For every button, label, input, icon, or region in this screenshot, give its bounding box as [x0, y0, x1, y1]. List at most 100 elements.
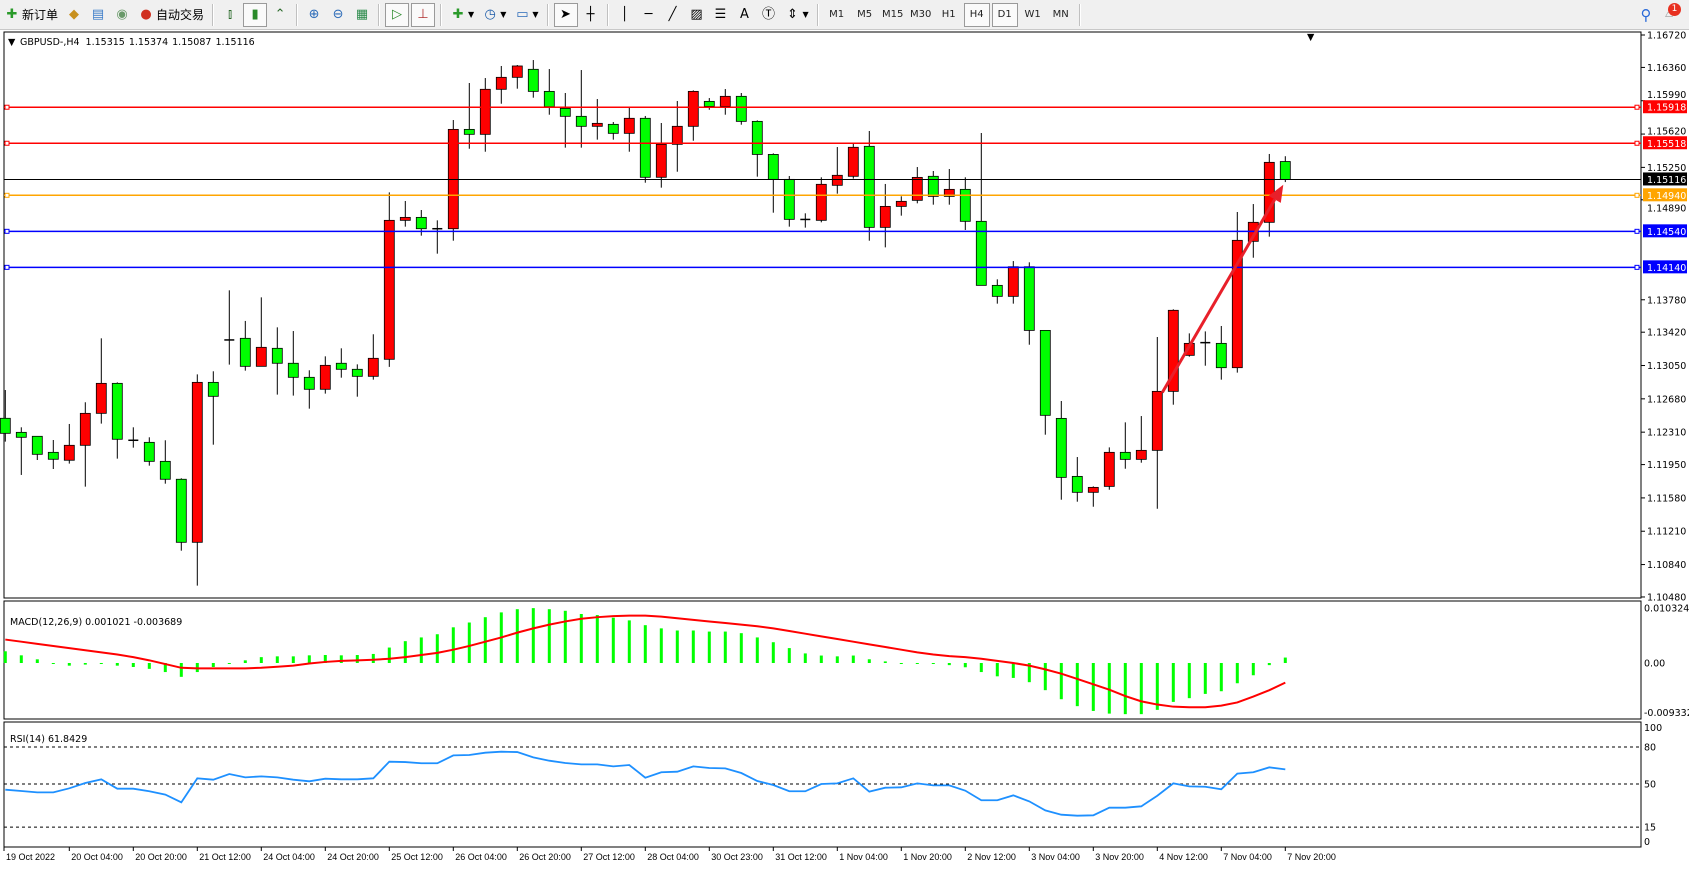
candle[interactable]: [1215, 325, 1227, 380]
new-order-button[interactable]: ✚ 新订单: [1, 3, 61, 27]
candle[interactable]: [1167, 309, 1179, 405]
candle[interactable]: [207, 371, 219, 445]
candle[interactable]: [655, 122, 667, 188]
period-w1-button[interactable]: W1: [1024, 9, 1041, 20]
candle[interactable]: [927, 170, 939, 205]
text-button[interactable]: A: [734, 3, 756, 27]
candle[interactable]: [191, 374, 203, 586]
candle[interactable]: [399, 200, 411, 227]
horizontal-line-button[interactable]: ─: [638, 3, 660, 27]
zoom-in-button[interactable]: ⊕: [303, 3, 325, 27]
candle[interactable]: [575, 70, 587, 148]
candle[interactable]: [800, 213, 811, 228]
candle[interactable]: [95, 338, 107, 424]
level-anchor-right[interactable]: [1634, 104, 1640, 110]
candle[interactable]: [239, 320, 251, 371]
candle[interactable]: [175, 478, 187, 551]
period-m15-button[interactable]: M15: [881, 9, 904, 20]
collapse-triangle-icon[interactable]: ▼: [8, 37, 16, 48]
indicators-button[interactable]: ✚ ▼: [447, 3, 477, 27]
candle[interactable]: [1071, 457, 1083, 502]
candle[interactable]: [47, 439, 59, 469]
candle[interactable]: [991, 279, 1003, 304]
fibonacci-button[interactable]: ☰: [710, 3, 732, 27]
candle[interactable]: [255, 297, 267, 367]
candle[interactable]: [735, 92, 747, 125]
signals-button[interactable]: ◉: [111, 3, 133, 27]
candle[interactable]: [1103, 447, 1115, 490]
candle[interactable]: [495, 65, 507, 104]
candle[interactable]: [639, 115, 651, 183]
candle[interactable]: [111, 382, 123, 459]
templates-button[interactable]: ▭ ▼: [511, 3, 541, 27]
candle[interactable]: [303, 370, 315, 409]
period-mn-button[interactable]: MN: [1052, 9, 1069, 20]
line-chart-button[interactable]: ⌃: [269, 3, 291, 27]
candle[interactable]: [63, 423, 75, 464]
cursor-button[interactable]: ➤: [553, 2, 578, 27]
candle[interactable]: [895, 196, 907, 216]
period-m5-button[interactable]: M5: [857, 9, 873, 20]
level-anchor-right[interactable]: [1634, 140, 1640, 146]
period-h4-button[interactable]: H4: [963, 2, 990, 27]
candle[interactable]: [687, 90, 699, 141]
candle[interactable]: [1151, 337, 1163, 509]
level-anchor-left[interactable]: [4, 104, 10, 110]
period-m30-button[interactable]: M30: [909, 9, 932, 20]
data-window-button[interactable]: ▤: [87, 3, 109, 27]
candle[interactable]: [31, 435, 43, 460]
candle[interactable]: [432, 220, 443, 254]
candle[interactable]: [911, 167, 923, 204]
candle[interactable]: [783, 176, 795, 227]
price-panel[interactable]: 1.16720 1.16360 1.15990 1.15620 1.15250 1.148…: [0, 31, 1687, 604]
candle[interactable]: [479, 78, 491, 152]
equidistant-channel-button[interactable]: ▨: [686, 3, 708, 27]
arrows-button[interactable]: ⇕ ▼: [782, 3, 812, 27]
candle[interactable]: [224, 290, 235, 365]
macd-panel[interactable]: 0.010324 0.00 -0.009332: [3, 600, 1689, 720]
period-h1-button[interactable]: H1: [941, 9, 956, 20]
candle[interactable]: [15, 427, 27, 475]
candle[interactable]: [1231, 212, 1243, 373]
candle[interactable]: [383, 192, 395, 367]
level-anchor-right[interactable]: [1634, 228, 1640, 234]
level-anchor-right[interactable]: [1634, 264, 1640, 270]
candle[interactable]: [719, 89, 731, 115]
trend-arrow-head[interactable]: [1268, 184, 1284, 203]
candle[interactable]: [1119, 422, 1131, 469]
candle[interactable]: [591, 99, 603, 140]
chart-shift-marker-icon[interactable]: ▼: [1307, 32, 1315, 43]
bar-chart-button[interactable]: ⫾: [219, 3, 241, 27]
candle[interactable]: [1200, 331, 1211, 366]
candle[interactable]: [463, 83, 475, 149]
candle[interactable]: [527, 60, 539, 98]
candle[interactable]: [943, 169, 955, 205]
crosshair-button[interactable]: ┼: [580, 3, 602, 27]
search-button[interactable]: ⚲: [1635, 3, 1657, 27]
candle[interactable]: [671, 101, 683, 172]
level-anchor-left[interactable]: [4, 264, 10, 270]
candle[interactable]: [959, 177, 971, 230]
candle[interactable]: [511, 64, 523, 89]
trendline-button[interactable]: ╱: [662, 3, 684, 27]
candle[interactable]: [863, 131, 875, 241]
candle[interactable]: [751, 120, 763, 177]
candle[interactable]: [1087, 486, 1099, 507]
candle[interactable]: [143, 437, 155, 466]
vertical-line-button[interactable]: │: [614, 3, 636, 27]
candle[interactable]: [815, 177, 827, 223]
level-anchor-right[interactable]: [1634, 192, 1640, 198]
candle[interactable]: [0, 390, 11, 442]
candle[interactable]: [79, 402, 91, 487]
candle[interactable]: [271, 327, 283, 395]
candle[interactable]: [607, 121, 619, 140]
period-d1-button[interactable]: D1: [991, 2, 1018, 27]
tile-windows-button[interactable]: ▦: [351, 3, 373, 27]
auto-scroll-button[interactable]: ▷: [385, 2, 410, 27]
level-anchor-left[interactable]: [4, 192, 10, 198]
candle[interactable]: [335, 348, 347, 378]
chart-window[interactable]: 1.16720 1.16360 1.15990 1.15620 1.15250 1.148…: [0, 30, 1689, 869]
periods-button[interactable]: ◷ ▼: [479, 3, 509, 27]
rsi-panel[interactable]: 100 80 50 15 0: [3, 721, 1662, 848]
candle[interactable]: [1039, 329, 1051, 435]
